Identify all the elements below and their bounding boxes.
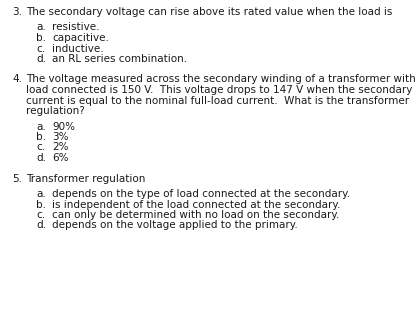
Text: b.: b. (36, 33, 46, 43)
Text: d.: d. (36, 220, 46, 230)
Text: 4.: 4. (12, 75, 22, 84)
Text: 2%: 2% (52, 142, 68, 153)
Text: 5.: 5. (12, 173, 22, 183)
Text: a.: a. (36, 189, 46, 199)
Text: can only be determined with no load on the secondary.: can only be determined with no load on t… (52, 210, 339, 220)
Text: load connected is 150 V.  This voltage drops to 147 V when the secondary: load connected is 150 V. This voltage dr… (26, 85, 412, 95)
Text: Transformer regulation: Transformer regulation (26, 173, 145, 183)
Text: depends on the voltage applied to the primary.: depends on the voltage applied to the pr… (52, 220, 298, 230)
Text: regulation?: regulation? (26, 106, 85, 116)
Text: capacitive.: capacitive. (52, 33, 109, 43)
Text: an RL series combination.: an RL series combination. (52, 54, 187, 64)
Text: inductive.: inductive. (52, 43, 104, 53)
Text: b.: b. (36, 132, 46, 142)
Text: c.: c. (36, 43, 45, 53)
Text: The secondary voltage can rise above its rated value when the load is: The secondary voltage can rise above its… (26, 7, 392, 17)
Text: d.: d. (36, 54, 46, 64)
Text: current is equal to the nominal full-load current.  What is the transformer: current is equal to the nominal full-loa… (26, 95, 409, 106)
Text: c.: c. (36, 210, 45, 220)
Text: 3%: 3% (52, 132, 68, 142)
Text: b.: b. (36, 200, 46, 210)
Text: is independent of the load connected at the secondary.: is independent of the load connected at … (52, 200, 340, 210)
Text: a.: a. (36, 23, 46, 33)
Text: 3.: 3. (12, 7, 22, 17)
Text: d.: d. (36, 153, 46, 163)
Text: c.: c. (36, 142, 45, 153)
Text: The voltage measured across the secondary winding of a transformer with no: The voltage measured across the secondar… (26, 75, 420, 84)
Text: depends on the type of load connected at the secondary.: depends on the type of load connected at… (52, 189, 350, 199)
Text: a.: a. (36, 122, 46, 131)
Text: resistive.: resistive. (52, 23, 100, 33)
Text: 90%: 90% (52, 122, 75, 131)
Text: 6%: 6% (52, 153, 68, 163)
